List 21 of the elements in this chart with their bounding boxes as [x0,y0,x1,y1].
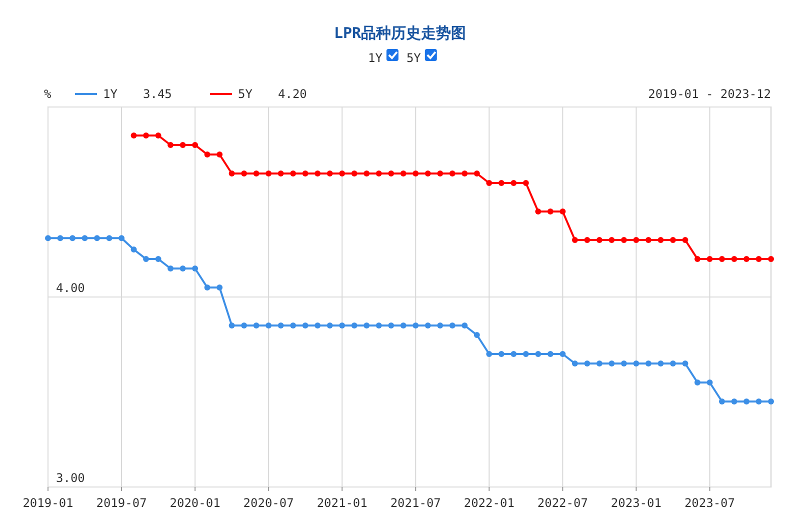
y-tick-label: 3.00 [56,471,85,485]
legend-label: 1Y [103,87,118,101]
y-axis-title: % [44,87,52,101]
x-tick-label: 2019-07 [96,496,147,510]
text: 5Y [406,51,421,65]
y-tick-label: 4.00 [56,281,85,295]
x-tick-label: 2019-01 [22,496,74,510]
x-tick-label: 2022-01 [464,496,514,510]
x-tick-label: 2020-07 [243,496,294,510]
x-tick-label: 2021-07 [390,496,441,510]
chart-title: LPR品种历史走势图 [334,24,466,42]
x-tick-label: 2023-01 [610,496,662,510]
x-tick-label: 2020-01 [170,496,220,510]
x-tick-label: 2023-07 [684,496,736,510]
text: 1Y [368,51,382,65]
x-tick-label: 2022-07 [537,496,588,510]
text: 2019-01 - 2023-12 [648,87,771,101]
text: 3.45 [143,87,172,101]
text: 4.20 [278,87,307,101]
x-tick-label: 2021-01 [316,496,368,510]
legend-label: 5Y [238,87,254,101]
